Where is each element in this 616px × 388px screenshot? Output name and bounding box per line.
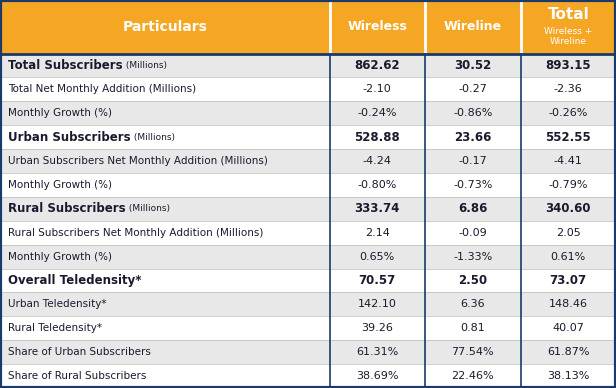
Bar (0, 245, 616, 268)
Text: 148.46: 148.46 (549, 300, 588, 309)
Bar (0, 340, 616, 364)
Text: 2.05: 2.05 (556, 228, 581, 238)
Text: -0.79%: -0.79% (548, 180, 588, 190)
Text: 6.86: 6.86 (458, 202, 487, 215)
Text: Monthly Growth (%): Monthly Growth (%) (8, 251, 112, 262)
Text: 22.46%: 22.46% (452, 371, 494, 381)
Bar (0, 101, 616, 125)
Text: Particulars: Particulars (123, 20, 207, 34)
Text: (Millions): (Millions) (123, 61, 167, 70)
Bar (0, 173, 616, 197)
Text: Urban Teledensity*: Urban Teledensity* (8, 300, 107, 309)
Text: 6.36: 6.36 (461, 300, 485, 309)
Bar (0, 0, 616, 54)
Bar (0, 293, 616, 316)
Text: -4.41: -4.41 (554, 156, 583, 166)
Text: Rural Teledensity*: Rural Teledensity* (8, 323, 102, 333)
Text: Rural Subscribers Net Monthly Addition (Millions): Rural Subscribers Net Monthly Addition (… (8, 228, 264, 238)
Text: -4.24: -4.24 (363, 156, 392, 166)
Text: 0.81: 0.81 (460, 323, 485, 333)
Text: 23.66: 23.66 (454, 131, 492, 144)
Bar (0, 149, 616, 173)
Text: 77.54%: 77.54% (452, 347, 494, 357)
Text: 2.14: 2.14 (365, 228, 390, 238)
Bar (0, 54, 616, 78)
Text: 142.10: 142.10 (358, 300, 397, 309)
Text: 0.61%: 0.61% (551, 251, 586, 262)
Bar (0, 221, 616, 245)
Text: -0.26%: -0.26% (549, 108, 588, 118)
Text: -0.17: -0.17 (458, 156, 487, 166)
Text: 30.52: 30.52 (454, 59, 492, 72)
Bar (0, 125, 616, 149)
Text: 61.31%: 61.31% (356, 347, 399, 357)
Text: Urban Subscribers Net Monthly Addition (Millions): Urban Subscribers Net Monthly Addition (… (8, 156, 268, 166)
Text: 552.55: 552.55 (545, 131, 591, 144)
Text: -0.80%: -0.80% (358, 180, 397, 190)
Text: -2.10: -2.10 (363, 84, 392, 94)
Bar (0, 268, 616, 293)
Text: -0.73%: -0.73% (453, 180, 492, 190)
Text: (Millions): (Millions) (126, 204, 169, 213)
Bar (0, 316, 616, 340)
Text: Wireline: Wireline (549, 37, 587, 46)
Text: Total Subscribers: Total Subscribers (8, 59, 123, 72)
Text: -0.09: -0.09 (458, 228, 487, 238)
Bar (0, 364, 616, 388)
Text: -0.86%: -0.86% (453, 108, 492, 118)
Bar (0, 197, 616, 221)
Text: 38.13%: 38.13% (547, 371, 590, 381)
Text: 333.74: 333.74 (355, 202, 400, 215)
Text: 340.60: 340.60 (546, 202, 591, 215)
Text: 39.26: 39.26 (362, 323, 393, 333)
Bar (0, 78, 616, 101)
Text: 73.07: 73.07 (549, 274, 587, 287)
Text: 40.07: 40.07 (553, 323, 584, 333)
Text: -1.33%: -1.33% (453, 251, 492, 262)
Text: Monthly Growth (%): Monthly Growth (%) (8, 108, 112, 118)
Text: Total: Total (548, 7, 589, 23)
Text: 893.15: 893.15 (545, 59, 591, 72)
Text: 61.87%: 61.87% (547, 347, 590, 357)
Text: 2.50: 2.50 (458, 274, 487, 287)
Text: Monthly Growth (%): Monthly Growth (%) (8, 180, 112, 190)
Text: Wireline: Wireline (444, 20, 502, 33)
Text: 70.57: 70.57 (359, 274, 396, 287)
Text: Wireless +: Wireless + (544, 26, 593, 36)
Text: Share of Urban Subscribers: Share of Urban Subscribers (8, 347, 151, 357)
Text: -2.36: -2.36 (554, 84, 583, 94)
Text: 528.88: 528.88 (354, 131, 400, 144)
Text: -0.24%: -0.24% (357, 108, 397, 118)
Text: (Millions): (Millions) (131, 133, 174, 142)
Text: Rural Subscribers: Rural Subscribers (8, 202, 126, 215)
Text: 0.65%: 0.65% (360, 251, 395, 262)
Text: Total Net Monthly Addition (Millions): Total Net Monthly Addition (Millions) (8, 84, 196, 94)
Text: Urban Subscribers: Urban Subscribers (8, 131, 131, 144)
Text: Overall Teledensity*: Overall Teledensity* (8, 274, 142, 287)
Text: Share of Rural Subscribers: Share of Rural Subscribers (8, 371, 147, 381)
Text: 38.69%: 38.69% (356, 371, 399, 381)
Text: -0.27: -0.27 (458, 84, 487, 94)
Text: Wireless: Wireless (347, 20, 407, 33)
Text: 862.62: 862.62 (354, 59, 400, 72)
